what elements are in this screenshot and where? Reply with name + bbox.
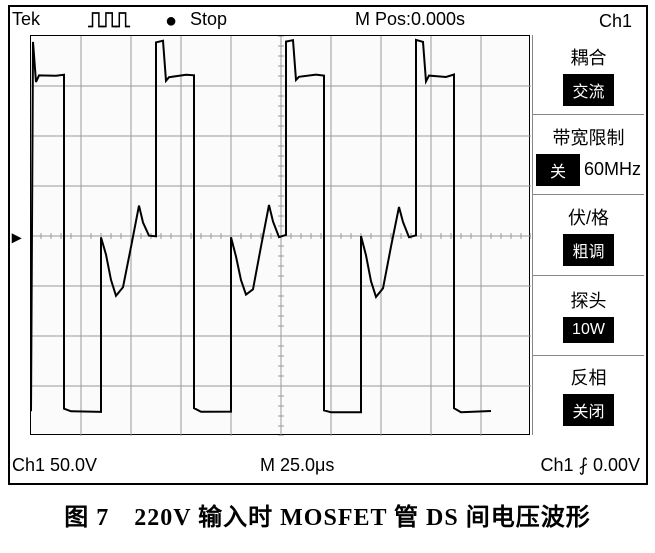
run-state: Stop	[190, 9, 227, 30]
stop-dot-icon: ●	[165, 10, 177, 33]
waveform-grid	[30, 35, 530, 435]
m-position: M Pos:0.000s	[355, 9, 465, 30]
channel-label-top: Ch1	[599, 11, 632, 32]
figure-caption: 图 7 220V 输入时 MOSFET 管 DS 间电压波形	[0, 497, 655, 532]
invert-label: 反相	[571, 364, 607, 390]
bwlimit-freq: 60MHz	[584, 159, 641, 180]
probe-label: 探头	[571, 287, 607, 313]
grid-svg	[31, 36, 531, 436]
waveform-trace	[31, 40, 491, 412]
invert-value-button[interactable]: 关闭	[563, 394, 613, 426]
top-status-bar: Tek ⎍⎍⎍ ● Stop M Pos:0.000s Ch1	[10, 7, 646, 35]
ground-arrow-icon: ▸	[12, 227, 21, 248]
ch1-scale-readout: Ch1 50.0V	[12, 455, 97, 476]
voltsdiv-label: 伏/格	[568, 204, 609, 230]
bwlimit-label: 带宽限制	[553, 124, 625, 150]
menu-voltsdiv: 伏/格 粗调	[532, 194, 644, 274]
brand-label: Tek	[12, 9, 40, 30]
probe-value-button[interactable]: 10W	[563, 317, 614, 343]
coupling-label: 耦合	[571, 44, 607, 70]
coupling-value-button[interactable]: 交流	[563, 74, 613, 106]
side-menu: 耦合 交流 带宽限制 关 60MHz 伏/格 粗调 探头 10W 反相 关闭	[532, 35, 644, 435]
trigger-glyph-icon: ⎍⎍⎍	[88, 7, 128, 33]
bottom-readout-bar: Ch1 50.0V M 25.0μs Ch1 ⨏ 0.00V	[10, 455, 646, 481]
oscilloscope-screen: Tek ⎍⎍⎍ ● Stop M Pos:0.000s Ch1 ▸ 耦合 交流 …	[8, 5, 648, 485]
trigger-readout: Ch1 ⨏ 0.00V	[541, 455, 640, 476]
menu-bwlimit: 带宽限制 关 60MHz	[532, 114, 644, 194]
menu-invert: 反相 关闭	[532, 355, 644, 435]
menu-probe: 探头 10W	[532, 275, 644, 355]
menu-coupling: 耦合 交流	[532, 35, 644, 114]
bwlimit-value-button[interactable]: 关	[536, 154, 580, 186]
voltsdiv-value-button[interactable]: 粗调	[563, 234, 613, 266]
time-scale-readout: M 25.0μs	[260, 455, 334, 476]
